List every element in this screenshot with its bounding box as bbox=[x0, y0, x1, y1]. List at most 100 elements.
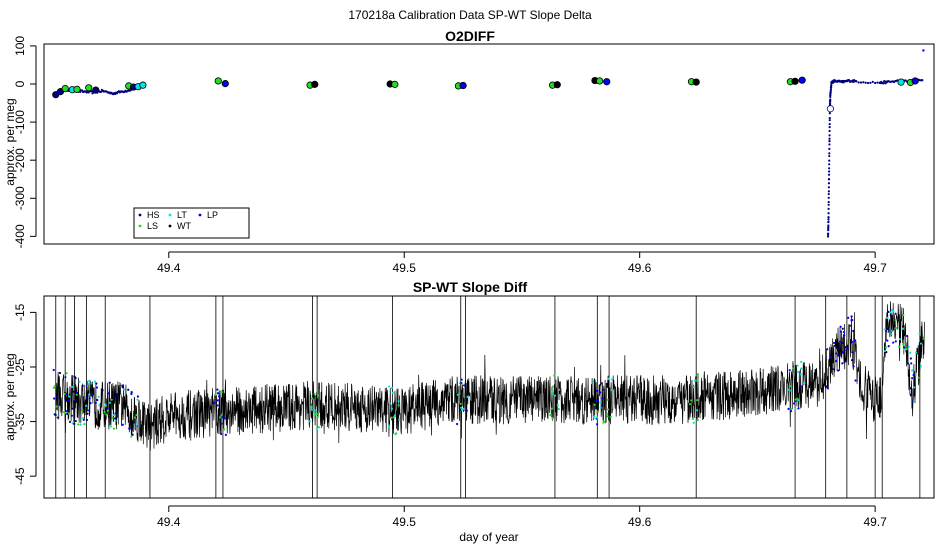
slope-diff-calibration-dot bbox=[110, 398, 113, 401]
o2diff-dot bbox=[828, 126, 831, 129]
slope-diff-calibration-dot bbox=[922, 337, 926, 340]
slope-diff-calibration-dot bbox=[313, 413, 317, 416]
slope-diff-y-tick-label: -45 bbox=[13, 467, 27, 485]
slope-diff-calibration-dot bbox=[892, 341, 895, 344]
slope-diff-calibration-dot bbox=[841, 362, 844, 365]
slope-diff-panel: SP-WT Slope Diff 49.4 49.5 49.6 49.7 -15 -25 -… bbox=[3, 279, 935, 529]
o2diff-dot bbox=[829, 95, 832, 99]
slope-diff-calibration-dot bbox=[696, 379, 699, 383]
slope-diff-calibration-dot bbox=[841, 350, 844, 354]
slope-diff-calibration-dot bbox=[81, 416, 85, 420]
slope-diff-calibration-dot bbox=[853, 339, 856, 342]
slope-diff-calibration-dot bbox=[221, 416, 224, 419]
slope-diff-calibration-dot bbox=[107, 392, 110, 395]
slope-diff-calibration-dot bbox=[835, 359, 838, 363]
o2diff-point bbox=[459, 81, 467, 90]
o2diff-dot bbox=[828, 102, 832, 105]
slope-diff-calibration-dot bbox=[95, 386, 99, 389]
slope-diff-calibration-dot bbox=[691, 417, 695, 420]
o2diff-dot bbox=[110, 91, 113, 94]
o2diff-legend-marker bbox=[138, 224, 142, 228]
o2diff-y-tick-label: -200 bbox=[13, 148, 27, 172]
slope-diff-calibration-dot bbox=[94, 411, 97, 415]
slope-diff-calibration-dot bbox=[788, 369, 791, 372]
slope-diff-calibration-dot bbox=[136, 395, 140, 398]
slope-diff-calibration-dot bbox=[553, 374, 556, 377]
slope-diff-calibration-dot bbox=[390, 416, 393, 419]
slope-diff-calibration-dot bbox=[70, 414, 74, 417]
slope-diff-calibration-dot bbox=[919, 365, 922, 368]
slope-diff-calibration-dot bbox=[81, 408, 84, 412]
slope-diff-calibration-dot bbox=[53, 385, 56, 388]
slope-diff-calibration-dot bbox=[127, 388, 130, 391]
slope-diff-calibration-dot bbox=[113, 417, 117, 420]
slope-diff-calibration-dot bbox=[789, 410, 793, 413]
o2diff-legend-marker bbox=[168, 224, 172, 228]
slope-diff-calibration-dot bbox=[606, 398, 609, 401]
slope-diff-calibration-dot bbox=[98, 404, 101, 407]
o2diff-dot bbox=[828, 163, 831, 166]
slope-diff-calibration-dot bbox=[455, 422, 459, 426]
o2diff-dot bbox=[827, 212, 830, 215]
slope-diff-calibration-dot bbox=[216, 404, 219, 407]
slope-diff-calibration-dot bbox=[131, 433, 134, 436]
slope-diff-calibration-dot bbox=[829, 356, 833, 359]
slope-diff-calibration-dot bbox=[90, 382, 93, 385]
slope-diff-calibration-dot bbox=[551, 390, 554, 393]
slope-diff-calibration-dot bbox=[557, 407, 560, 411]
slope-diff-calibration-dot bbox=[68, 395, 71, 398]
slope-diff-calibration-dot bbox=[130, 392, 133, 396]
figure-title: 170218a Calibration Data SP-WT Slope Del… bbox=[348, 8, 592, 22]
slope-diff-calibration-dot bbox=[907, 345, 910, 349]
slope-diff-calibration-dot bbox=[58, 371, 62, 375]
slope-diff-calibration-dot bbox=[313, 392, 316, 395]
o2diff-dot bbox=[100, 88, 104, 91]
o2diff-legend-label: HS bbox=[147, 210, 160, 220]
slope-diff-calibration-dot bbox=[595, 416, 599, 419]
o2diff-dot bbox=[882, 82, 885, 85]
slope-diff-calibration-dot bbox=[114, 419, 117, 422]
o2diff-dot bbox=[876, 81, 879, 84]
slope-diff-calibration-dot bbox=[844, 346, 847, 349]
slope-diff-calibration-dot bbox=[220, 414, 223, 417]
slope-diff-axes: 49.4 49.5 49.6 49.7 -15 -25 -35 -45 bbox=[13, 303, 887, 529]
slope-diff-ylabel: approx. per meg bbox=[3, 353, 17, 440]
o2diff-dot bbox=[90, 90, 93, 93]
o2diff-point bbox=[221, 80, 229, 88]
slope-diff-calibration-dot bbox=[462, 407, 465, 410]
o2diff-point bbox=[139, 81, 147, 89]
slope-diff-x-tick-label: 49.5 bbox=[393, 515, 417, 529]
slope-diff-calibration-dot bbox=[132, 421, 135, 424]
o2diff-y-tick-label: 0 bbox=[13, 80, 27, 87]
o2diff-ylabel: approx. per meg bbox=[3, 98, 17, 185]
slope-diff-calibration-dot bbox=[219, 416, 222, 419]
slope-diff-calibration-dot bbox=[696, 372, 699, 376]
o2diff-point bbox=[603, 78, 611, 86]
slope-diff-calibration-dot bbox=[459, 402, 462, 405]
slope-diff-calibration-dot bbox=[693, 379, 697, 382]
slope-diff-calibration-dot bbox=[460, 378, 463, 381]
slope-diff-calibration-dot bbox=[799, 385, 802, 388]
slope-diff-calibration-dot bbox=[105, 413, 108, 416]
o2diff-dot bbox=[884, 82, 887, 85]
o2diff-legend-marker bbox=[138, 213, 142, 217]
slope-diff-calibration-dot bbox=[67, 399, 70, 402]
slope-diff-calibration-dot bbox=[912, 373, 915, 377]
slope-diff-calibration-dot bbox=[82, 418, 85, 421]
slope-diff-calibration-dot bbox=[551, 385, 554, 388]
slope-diff-calibration-dot bbox=[796, 397, 799, 400]
slope-diff-calibration-dot bbox=[887, 310, 890, 313]
slope-diff-calibration-dot bbox=[886, 339, 889, 342]
slope-diff-calibration-dot bbox=[886, 316, 889, 319]
slope-diff-calibration-dot bbox=[850, 340, 854, 344]
slope-diff-calibration-dot bbox=[796, 370, 799, 374]
o2diff-point bbox=[214, 77, 222, 85]
slope-diff-calibration-dot bbox=[913, 400, 917, 404]
o2diff-dot bbox=[91, 92, 94, 95]
slope-diff-calibration-dot bbox=[313, 408, 316, 412]
o2diff-dot bbox=[827, 224, 830, 227]
slope-diff-calibration-dot bbox=[696, 398, 699, 402]
o2diff-dot bbox=[829, 88, 832, 91]
slope-diff-calibration-dot bbox=[887, 345, 890, 348]
